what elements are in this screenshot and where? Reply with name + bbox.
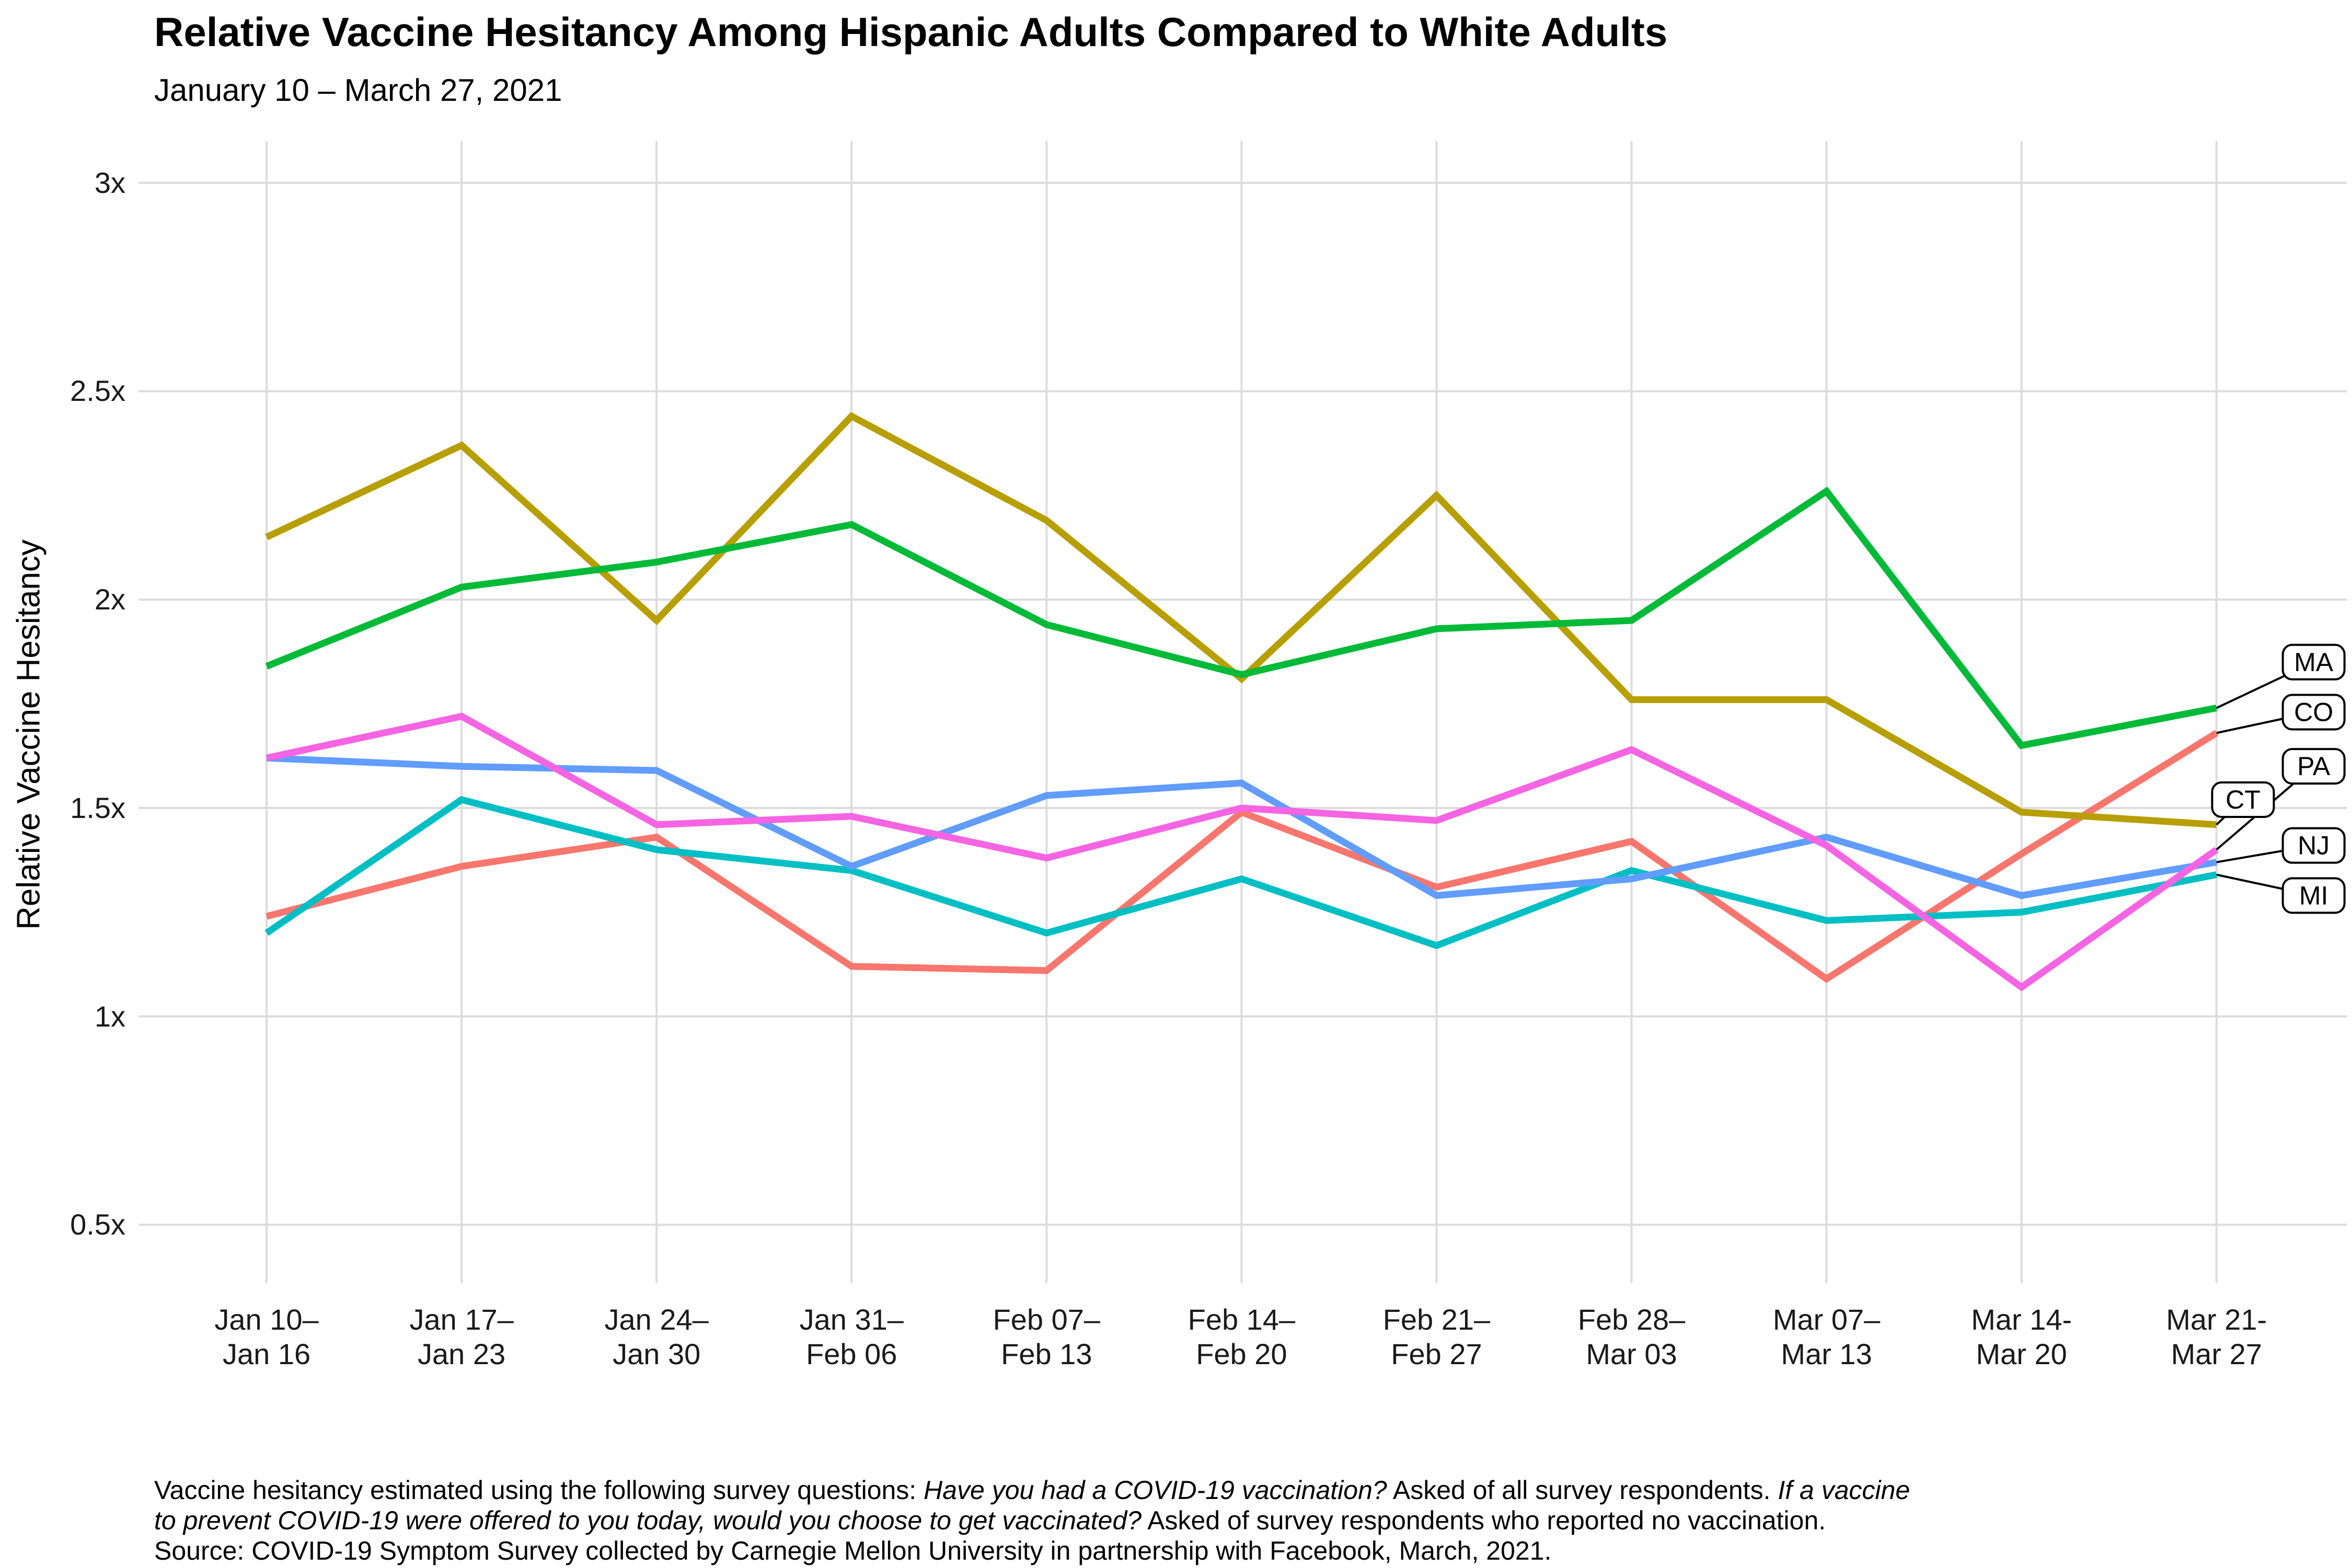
footnote: Vaccine hesitancy estimated using the fo… [154, 1475, 1910, 1566]
y-tick-label-1.5x: 1.5x [70, 791, 125, 824]
x-tick-line: Feb 06 [806, 1338, 897, 1370]
end-label-box-NJ [2281, 827, 2346, 864]
x-tick-line: Mar 14- [1971, 1303, 2072, 1336]
plot-panel: MA CO PA CT NJ MI [139, 141, 2347, 1283]
end-label-text-PA: PA [2297, 752, 2331, 781]
chart-title: Relative Vaccine Hesitancy Among Hispani… [154, 9, 1668, 55]
x-tick-line: Jan 16 [222, 1338, 311, 1370]
end-label-text-MA: MA [2294, 648, 2334, 677]
end-label-box-MA [2281, 643, 2346, 681]
x-tick-label-8: Feb 28– Mar 03 [1538, 1302, 1726, 1371]
x-tick-label-3: Jan 24– Jan 30 [562, 1302, 751, 1371]
y-tick-label-2.5x: 2.5x [70, 374, 125, 408]
footnote-line: to prevent COVID-19 were offered to you … [154, 1505, 1910, 1536]
x-tick-line: Feb 21– [1382, 1303, 1491, 1336]
x-tick-label-9: Mar 07– Mar 13 [1733, 1302, 1921, 1371]
x-tick-line: Feb 13 [1001, 1338, 1092, 1370]
x-tick-label-5: Feb 07– Feb 13 [952, 1302, 1140, 1371]
y-tick-label-1x: 1x [94, 999, 125, 1033]
y-tick-label-3x: 3x [94, 166, 125, 199]
x-tick-line: Jan 31– [799, 1303, 904, 1336]
x-tick-line: Mar 03 [1586, 1338, 1677, 1370]
footnote-run: Vaccine hesitancy estimated using the fo… [154, 1475, 924, 1505]
footnote-run-italic: Have you had a COVID-19 vaccination? [924, 1475, 1387, 1505]
footnote-run: Asked of survey respondents who reported… [1142, 1506, 1826, 1535]
series-line-MI [264, 795, 2217, 950]
x-tick-label-2: Jan 17– Jan 23 [367, 1302, 556, 1371]
footnote-run-italic: to prevent COVID-19 were offered to you … [154, 1506, 1142, 1535]
y-tick-label-0.5x: 0.5x [70, 1208, 125, 1241]
y-axis-title: Relative Vaccine Hesitancy [10, 539, 47, 930]
x-tick-line: Jan 30 [613, 1338, 701, 1370]
end-label-box-PA [2281, 748, 2346, 785]
footnote-run: Source: COVID-19 Symptom Survey collecte… [154, 1536, 1552, 1565]
series-line-MA [265, 487, 2217, 750]
end-label-box-CT [2211, 781, 2275, 818]
x-tick-line: Feb 07– [993, 1303, 1101, 1336]
chart-subtitle: January 10 – March 27, 2021 [154, 73, 562, 108]
x-tick-line: Mar 20 [1976, 1338, 2067, 1370]
end-label-box-MI [2281, 877, 2346, 914]
end-label-text-NJ: NJ [2298, 831, 2330, 860]
x-tick-line: Jan 17– [409, 1303, 514, 1336]
footnote-run: Asked of all survey respondents. [1387, 1475, 1778, 1505]
x-tick-line: Mar 27 [2171, 1338, 2262, 1370]
footnote-run-italic: If a vaccine [1778, 1475, 1910, 1505]
y-tick-label-2x: 2x [94, 583, 125, 616]
end-label-text-CO: CO [2294, 698, 2333, 727]
x-tick-label-11: Mar 21- Mar 27 [2123, 1302, 2311, 1371]
x-tick-line: Feb 28– [1577, 1303, 1686, 1336]
series-line-PA [266, 712, 2219, 991]
x-tick-label-6: Feb 14– Feb 20 [1147, 1302, 1335, 1371]
series-line-CO [266, 730, 2219, 983]
end-label-box-CO [2281, 694, 2346, 731]
x-tick-line: Jan 10– [214, 1303, 319, 1336]
x-tick-line: Jan 23 [418, 1338, 506, 1370]
x-tick-line: Mar 21- [2166, 1303, 2267, 1336]
x-tick-line: Jan 24– [604, 1303, 709, 1336]
series-line-CT [265, 412, 2217, 828]
x-tick-line: Feb 27 [1391, 1338, 1482, 1370]
x-tick-label-4: Jan 31– Feb 06 [757, 1302, 946, 1371]
x-tick-label-7: Feb 21– Feb 27 [1342, 1302, 1530, 1371]
x-tick-line: Feb 14– [1187, 1303, 1296, 1336]
end-label-text-CT: CT [2226, 785, 2261, 814]
x-tick-line: Mar 07– [1772, 1303, 1881, 1336]
x-tick-line: Feb 20 [1196, 1338, 1287, 1370]
x-tick-line: Mar 13 [1781, 1338, 1872, 1370]
footnote-line: Vaccine hesitancy estimated using the fo… [154, 1475, 1910, 1505]
end-label-text-MI: MI [2299, 881, 2328, 910]
footnote-line: Source: COVID-19 Symptom Survey collecte… [154, 1536, 1910, 1566]
series-line-NJ [266, 754, 2217, 900]
chart-canvas: MA CO PA CT NJ MI [139, 141, 2347, 1283]
x-tick-label-1: Jan 10– Jan 16 [172, 1302, 361, 1371]
x-tick-label-10: Mar 14- Mar 20 [1928, 1302, 2116, 1371]
